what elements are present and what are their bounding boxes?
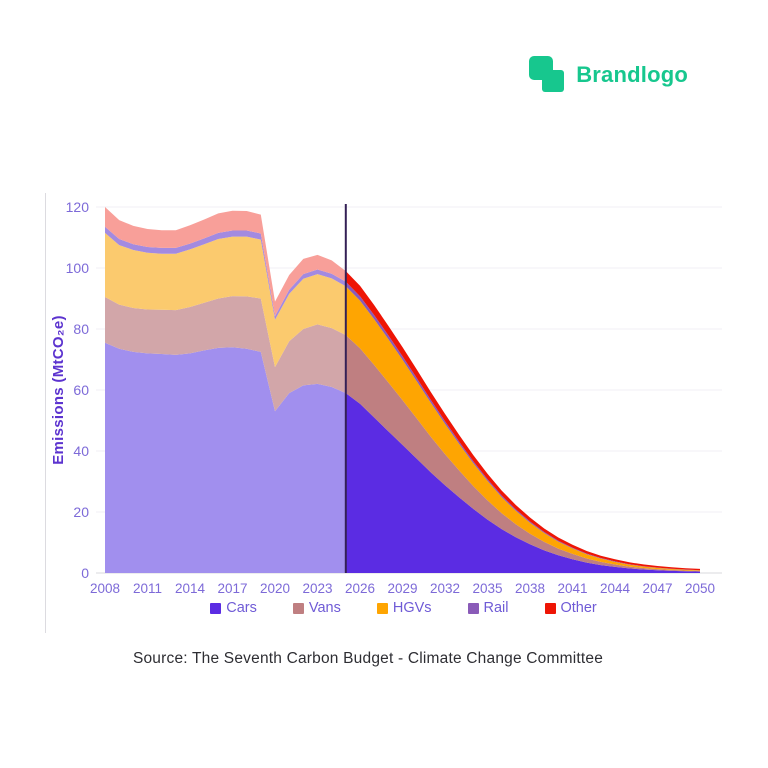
figure-left-border xyxy=(45,193,46,633)
area-cars-projected xyxy=(345,393,700,573)
x-tick-label-2038: 2038 xyxy=(515,581,545,596)
x-tick-label-2014: 2014 xyxy=(175,581,206,596)
x-tick-label-2008: 2008 xyxy=(90,581,120,596)
legend-label-vans: Vans xyxy=(308,600,341,616)
source-caption: Source: The Seventh Carbon Budget - Clim… xyxy=(132,650,604,667)
brand-logo-icon xyxy=(529,56,565,94)
chart-legend: Cars Vans HGVs Rail Other xyxy=(46,600,761,616)
x-tick-label-2035: 2035 xyxy=(472,581,502,596)
area-vans-projected xyxy=(345,335,700,572)
x-tick-label-2023: 2023 xyxy=(302,581,332,596)
x-tick-label-2011: 2011 xyxy=(133,581,162,596)
y-tick-label-60: 60 xyxy=(73,382,89,398)
x-tick-label-2032: 2032 xyxy=(430,581,460,596)
y-tick-label-100: 100 xyxy=(66,260,90,276)
area-rail-historical xyxy=(105,226,346,320)
y-tick-label-0: 0 xyxy=(81,565,89,581)
x-tick-label-2017: 2017 xyxy=(217,581,247,596)
y-tick-label-40: 40 xyxy=(73,443,89,459)
legend-item-cars: Cars xyxy=(210,600,257,616)
area-cars-historical xyxy=(105,342,346,573)
x-tick-label-2044: 2044 xyxy=(600,581,631,596)
y-tick-label-120: 120 xyxy=(66,199,90,215)
legend-swatch-rail xyxy=(467,602,479,614)
brand-logo: Brandlogo xyxy=(529,56,688,94)
chart-canvas: 0 20 40 60 80 100 120 2008 2011 2014 2017 2020 2023 2… xyxy=(50,199,722,596)
legend-item-hgvs: HGVs xyxy=(376,600,432,616)
legend-swatch-vans xyxy=(292,602,304,614)
x-tick-label-2029: 2029 xyxy=(387,581,417,596)
y-tick-label-80: 80 xyxy=(73,321,89,337)
legend-item-rail: Rail xyxy=(467,600,509,616)
legend-label-cars: Cars xyxy=(226,600,257,616)
legend-label-other: Other xyxy=(560,600,597,616)
area-hgvs-historical xyxy=(105,232,346,368)
x-tick-label-2041: 2041 xyxy=(557,581,587,596)
legend-swatch-hgvs xyxy=(376,602,388,614)
y-axis-title: Emissions (MtCO₂e) xyxy=(50,315,67,465)
x-tick-label-2020: 2020 xyxy=(260,581,290,596)
legend-item-other: Other xyxy=(544,600,597,616)
legend-swatch-cars xyxy=(210,602,222,614)
legend-swatch-other xyxy=(544,602,556,614)
x-tick-label-2026: 2026 xyxy=(345,581,375,596)
x-tick-label-2047: 2047 xyxy=(642,581,672,596)
legend-label-rail: Rail xyxy=(483,600,509,616)
area-vans-historical xyxy=(105,296,346,412)
emissions-area-chart: 0 20 40 60 80 100 120 2008 2011 2014 2017 2020 2023 2… xyxy=(45,188,762,636)
legend-label-hgvs: HGVs xyxy=(392,600,432,616)
x-tick-label-2050: 2050 xyxy=(685,581,715,596)
brand-logo-text: Brandlogo xyxy=(576,62,688,87)
area-other-historical xyxy=(105,207,346,317)
logo-square-bottom xyxy=(542,70,565,92)
y-tick-label-20: 20 xyxy=(73,504,89,520)
legend-item-vans: Vans xyxy=(292,600,341,616)
